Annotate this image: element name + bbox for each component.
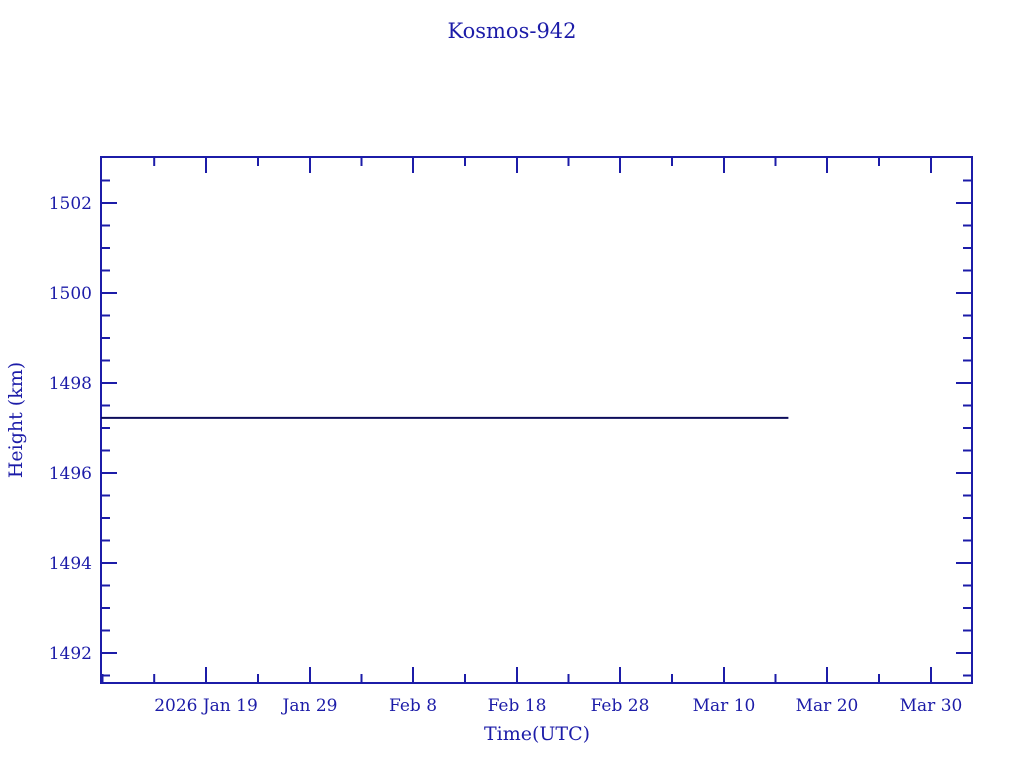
x-tick-label: Feb 8 [389, 696, 437, 716]
x-axis-title: Time(UTC) [484, 723, 590, 745]
x-axis-major-ticks [205, 157, 932, 683]
x-axis-minor-ticks [101, 157, 880, 683]
chart-title: Kosmos-942 [447, 19, 576, 43]
y-tick-label: 1502 [49, 194, 92, 214]
y-axis-major-ticks [101, 202, 972, 654]
x-tick-label: Jan 29 [281, 696, 338, 716]
x-tick-label: Feb 28 [591, 696, 650, 716]
x-tick-label: Mar 20 [796, 696, 859, 716]
y-axis-title: Height (km) [5, 362, 27, 478]
y-tick-label: 1498 [49, 374, 92, 394]
x-tick-labels: 2026 Jan 19 Jan 29 Feb 8 Feb 18 Feb 28 M… [154, 696, 962, 716]
x-tick-label: 2026 Jan 19 [154, 696, 258, 716]
y-axis-minor-ticks [101, 179, 972, 677]
y-tick-label: 1496 [49, 464, 92, 484]
y-tick-label: 1494 [49, 554, 92, 574]
x-tick-label: Mar 30 [900, 696, 963, 716]
plot-frame [100, 156, 973, 684]
x-tick-label: Mar 10 [693, 696, 756, 716]
x-tick-label: Feb 18 [488, 696, 547, 716]
y-tick-label: 1500 [49, 284, 92, 304]
y-tick-label: 1492 [49, 644, 92, 664]
y-tick-labels: 1492 1494 1496 1498 1500 1502 [49, 194, 92, 664]
